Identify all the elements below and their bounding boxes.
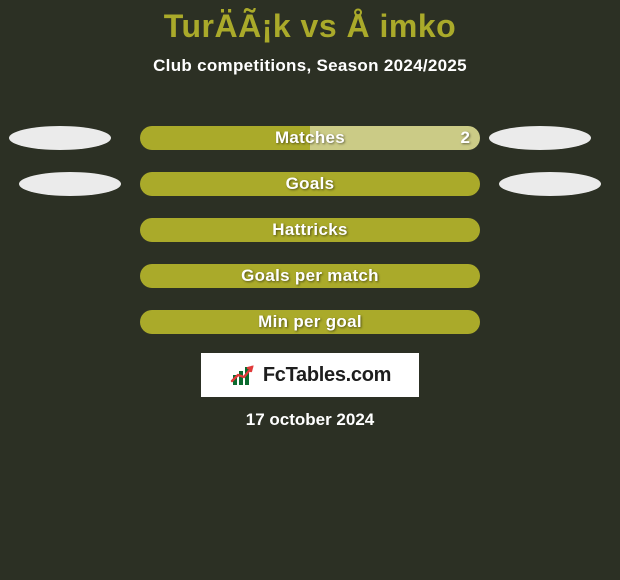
right-player-ellipse [499,172,601,196]
page-title: TurÄÃ¡k vs Å imko [0,6,620,46]
left-player-ellipse [19,172,121,196]
comparison-row: Goals [0,172,620,196]
stat-bar: Goals per match [140,264,480,288]
date-text: 17 october 2024 [0,410,620,430]
infographic-card: TurÄÃ¡k vs Å imko Club competitions, Sea… [0,0,620,580]
comparison-row: Hattricks [0,218,620,242]
stat-label: Goals [140,172,480,196]
stat-label: Hattricks [140,218,480,242]
fctables-icon [229,361,257,389]
stat-bar: Matches2 [140,126,480,150]
stat-label: Goals per match [140,264,480,288]
right-player-ellipse [489,126,591,150]
comparison-row: Goals per match [0,264,620,288]
comparison-row: Matches2 [0,126,620,150]
brand-logo-text: FcTables.com [263,364,391,387]
comparison-row: Min per goal [0,310,620,334]
left-player-ellipse [9,126,111,150]
stat-label: Min per goal [140,310,480,334]
stat-label: Matches [140,126,480,150]
brand-logo: FcTables.com [201,353,419,397]
stat-value-right: 2 [461,126,470,150]
subtitle: Club competitions, Season 2024/2025 [0,56,620,76]
comparison-rows: Matches2 Goals Hattricks Goals per match Min… [0,126,620,356]
stat-bar: Goals [140,172,480,196]
stat-bar: Hattricks [140,218,480,242]
stat-bar: Min per goal [140,310,480,334]
